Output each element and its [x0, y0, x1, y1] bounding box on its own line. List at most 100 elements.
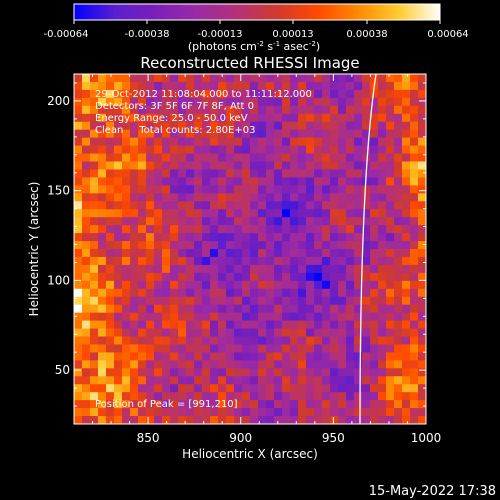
- heatmap-cell: [274, 233, 283, 242]
- heatmap-cell: [306, 336, 315, 346]
- heatmap-cell: [386, 400, 395, 409]
- heatmap-cell: [306, 97, 315, 107]
- heatmap-cell: [410, 272, 419, 282]
- heatmap-cell: [370, 145, 379, 155]
- heatmap-cell: [122, 193, 131, 202]
- heatmap-cell: [170, 201, 179, 210]
- heatmap-cell: [402, 408, 411, 417]
- heatmap-cell: [90, 376, 99, 385]
- heatmap-cell: [178, 81, 187, 91]
- heatmap-cell: [378, 312, 387, 322]
- heatmap-cell: [82, 416, 91, 424]
- heatmap-cell: [282, 416, 291, 424]
- heatmap-cell: [122, 288, 131, 298]
- heatmap-cell: [226, 137, 235, 147]
- heatmap-cell: [370, 217, 379, 226]
- heatmap-cell: [218, 233, 227, 242]
- heatmap-cell: [122, 129, 131, 139]
- heatmap-cell: [170, 416, 179, 424]
- heatmap-cell: [330, 336, 339, 346]
- heatmap-cell: [306, 344, 315, 353]
- heatmap-cell: [322, 113, 331, 123]
- heatmap-cell: [274, 225, 283, 234]
- heatmap-cell: [218, 201, 227, 210]
- heatmap-cell: [346, 225, 355, 234]
- heatmap-cell: [178, 304, 187, 314]
- heatmap-cell: [186, 344, 195, 353]
- heatmap-cell: [170, 328, 179, 338]
- heatmap-cell: [410, 376, 419, 385]
- heatmap-cell: [186, 264, 195, 274]
- heatmap-cell: [258, 336, 267, 346]
- heatmap-cell: [386, 185, 395, 194]
- heatmap-cell: [330, 400, 339, 409]
- heatmap-cell: [122, 185, 131, 194]
- heatmap-cell: [402, 280, 411, 290]
- heatmap-cell: [90, 304, 99, 314]
- heatmap-cell: [378, 392, 387, 401]
- heatmap-cell: [122, 384, 131, 393]
- heatmap-cell: [274, 320, 283, 330]
- heatmap-cell: [322, 185, 331, 194]
- heatmap-cell: [226, 408, 235, 417]
- heatmap-cell: [394, 328, 403, 338]
- heatmap-cell: [242, 81, 251, 91]
- heatmap-cell: [74, 408, 83, 417]
- heatmap-cell: [162, 328, 171, 338]
- heatmap-cell: [418, 241, 426, 250]
- heatmap-cell: [170, 129, 179, 139]
- heatmap-cell: [242, 177, 251, 186]
- heatmap-cell: [394, 344, 403, 353]
- heatmap-cell: [338, 264, 347, 274]
- heatmap-cell: [402, 121, 411, 131]
- heatmap-cell: [82, 89, 91, 99]
- heatmap-cell: [234, 193, 243, 202]
- heatmap-cell: [186, 400, 195, 409]
- heatmap-cell: [154, 121, 163, 131]
- heatmap-cell: [234, 217, 243, 226]
- heatmap-cell: [282, 400, 291, 409]
- heatmap-cell: [178, 177, 187, 186]
- heatmap-cell: [370, 352, 379, 361]
- heatmap-cell: [146, 288, 155, 298]
- heatmap-cell: [354, 304, 363, 314]
- heatmap-cell: [162, 177, 171, 186]
- heatmap-cell: [226, 89, 235, 99]
- heatmap-cell: [154, 312, 163, 322]
- heatmap-cell: [386, 249, 395, 258]
- heatmap-cell: [322, 89, 331, 99]
- heatmap-cell: [378, 272, 387, 282]
- heatmap-cell: [130, 416, 139, 424]
- heatmap-cell: [362, 400, 371, 409]
- heatmap-cell: [338, 304, 347, 314]
- heatmap-cell: [122, 280, 131, 290]
- heatmap-cell: [410, 241, 419, 250]
- heatmap-cell: [274, 161, 283, 171]
- heatmap-cell: [386, 209, 395, 218]
- heatmap-cell: [394, 81, 403, 91]
- heatmap-cell: [194, 89, 203, 99]
- heatmap-cell: [346, 113, 355, 123]
- heatmap-cell: [146, 249, 155, 258]
- heatmap-cell: [170, 352, 179, 361]
- heatmap-cell: [410, 113, 419, 123]
- heatmap-cell: [194, 312, 203, 322]
- heatmap-cell: [138, 288, 147, 298]
- heatmap-cell: [290, 352, 299, 361]
- heatmap-cell: [394, 272, 403, 282]
- heatmap-cell: [82, 288, 91, 298]
- heatmap-cell: [218, 121, 227, 131]
- heatmap-cell: [354, 161, 363, 171]
- heatmap-cell: [242, 89, 251, 99]
- heatmap-cell: [322, 392, 331, 401]
- heatmap-cell: [362, 320, 371, 330]
- heatmap-cell: [114, 201, 123, 210]
- heatmap-cell: [74, 137, 83, 147]
- heatmap-cell: [402, 201, 411, 210]
- heatmap-cell: [410, 416, 419, 424]
- heatmap-cell: [82, 225, 91, 234]
- heatmap-cell: [210, 416, 219, 424]
- heatmap-cell: [82, 105, 91, 115]
- heatmap-cell: [210, 74, 219, 83]
- heatmap-cell: [178, 360, 187, 369]
